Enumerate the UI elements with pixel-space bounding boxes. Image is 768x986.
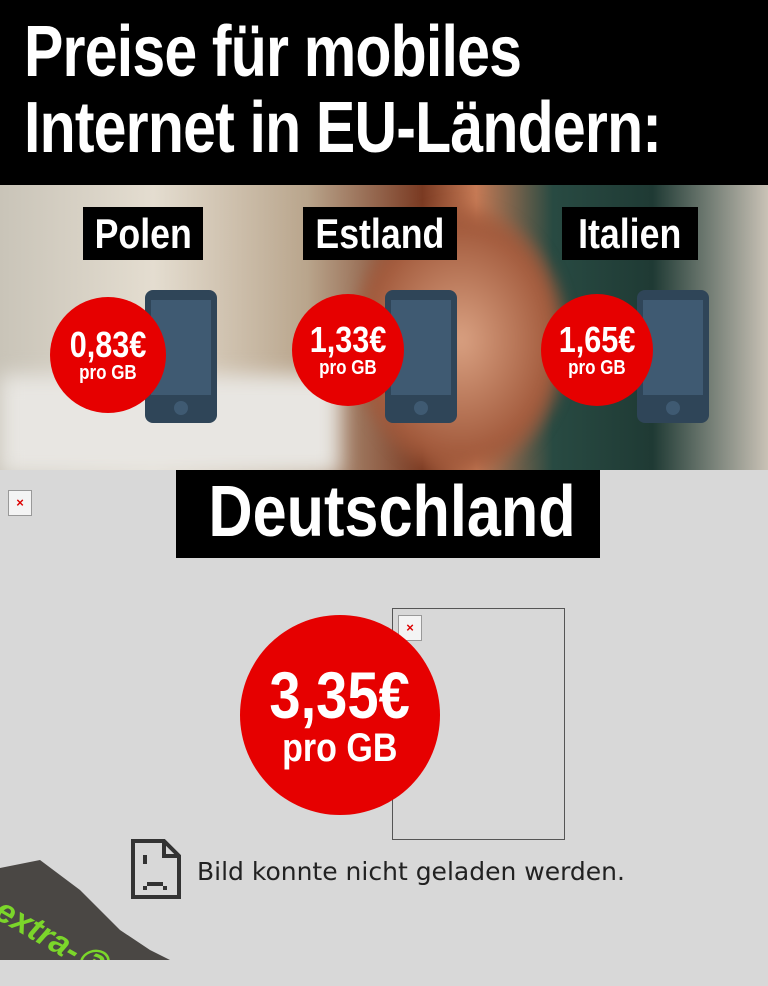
country-label-deutschland: Deutschland — [176, 470, 600, 558]
country-label-italien: Italien — [562, 207, 698, 260]
price-badge-italien: 1,65€ pro GB — [541, 294, 653, 406]
headline-line-1: Preise für mobiles — [24, 12, 522, 92]
broken-image-icon: × — [398, 615, 422, 641]
broken-image-icon — [131, 839, 181, 899]
headline-line-2: Internet in EU-Ländern: — [24, 88, 662, 168]
headline: Preise für mobiles Internet in EU-Länder… — [0, 0, 768, 185]
country-label-estland: Estland — [303, 207, 457, 260]
price-badge-estland: 1,33€ pro GB — [292, 294, 404, 406]
image-load-error-text: Bild konnte nicht geladen werden. — [197, 857, 625, 886]
price-badge-polen: 0,83€ pro GB — [50, 297, 166, 413]
price-badge-deutschland: 3,35€ pro GB — [240, 615, 440, 815]
country-label-polen: Polen — [83, 207, 203, 260]
broken-image-icon: × — [8, 490, 32, 516]
